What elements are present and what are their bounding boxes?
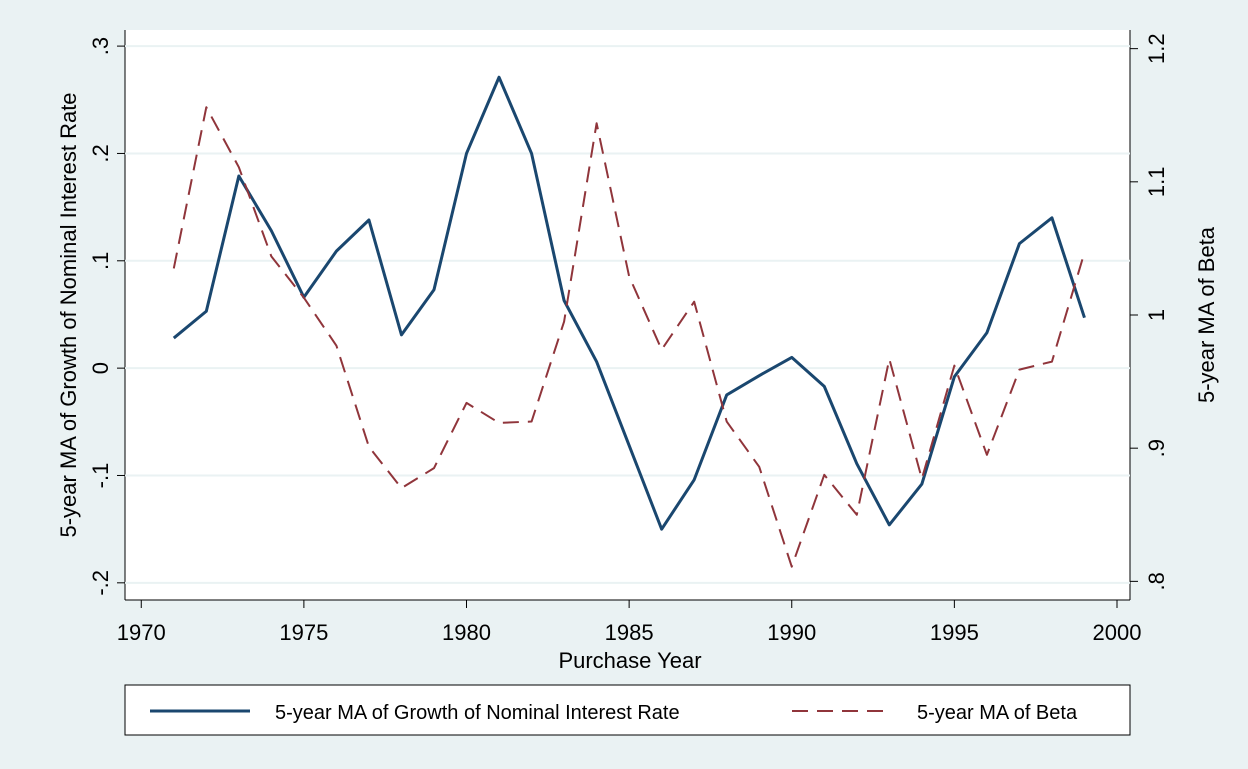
line-series <box>172 75 1086 531</box>
x-tick-label: 1990 <box>767 620 816 645</box>
y2-axis-title: 5-year MA of Beta <box>1194 226 1219 403</box>
y-tick-label: .2 <box>88 144 113 162</box>
y2-tick-label: 1 <box>1144 309 1169 321</box>
y-tick-label: .3 <box>88 37 113 55</box>
y-tick-label: -.1 <box>88 463 113 489</box>
y-tick-label: 0 <box>88 362 113 374</box>
y2-tick-label: 1.2 <box>1144 33 1169 64</box>
y2-tick-label: .8 <box>1144 572 1169 590</box>
x-tick-label: 2000 <box>1093 620 1142 645</box>
legend <box>124 684 1131 736</box>
y-axis-title: 5-year MA of Growth of Nominal Interest … <box>56 92 81 537</box>
x-tick-label: 1970 <box>117 620 166 645</box>
y2-tick-label: .9 <box>1144 439 1169 457</box>
y-tick-label: .1 <box>88 252 113 270</box>
legend-label: 5-year MA of Beta <box>917 702 1078 724</box>
x-tick-label: 1985 <box>605 620 654 645</box>
x-tick-label: 1980 <box>442 620 491 645</box>
x-axis-title: Purchase Year <box>558 648 701 673</box>
x-tick-label: 1995 <box>930 620 979 645</box>
x-tick-label: 1975 <box>279 620 328 645</box>
legend-label: 5-year MA of Growth of Nominal Interest … <box>275 702 680 724</box>
y-tick-label: -.2 <box>88 570 113 596</box>
plot-area <box>125 30 1130 600</box>
y2-tick-label: 1.1 <box>1144 167 1169 198</box>
line-series <box>172 106 1086 568</box>
